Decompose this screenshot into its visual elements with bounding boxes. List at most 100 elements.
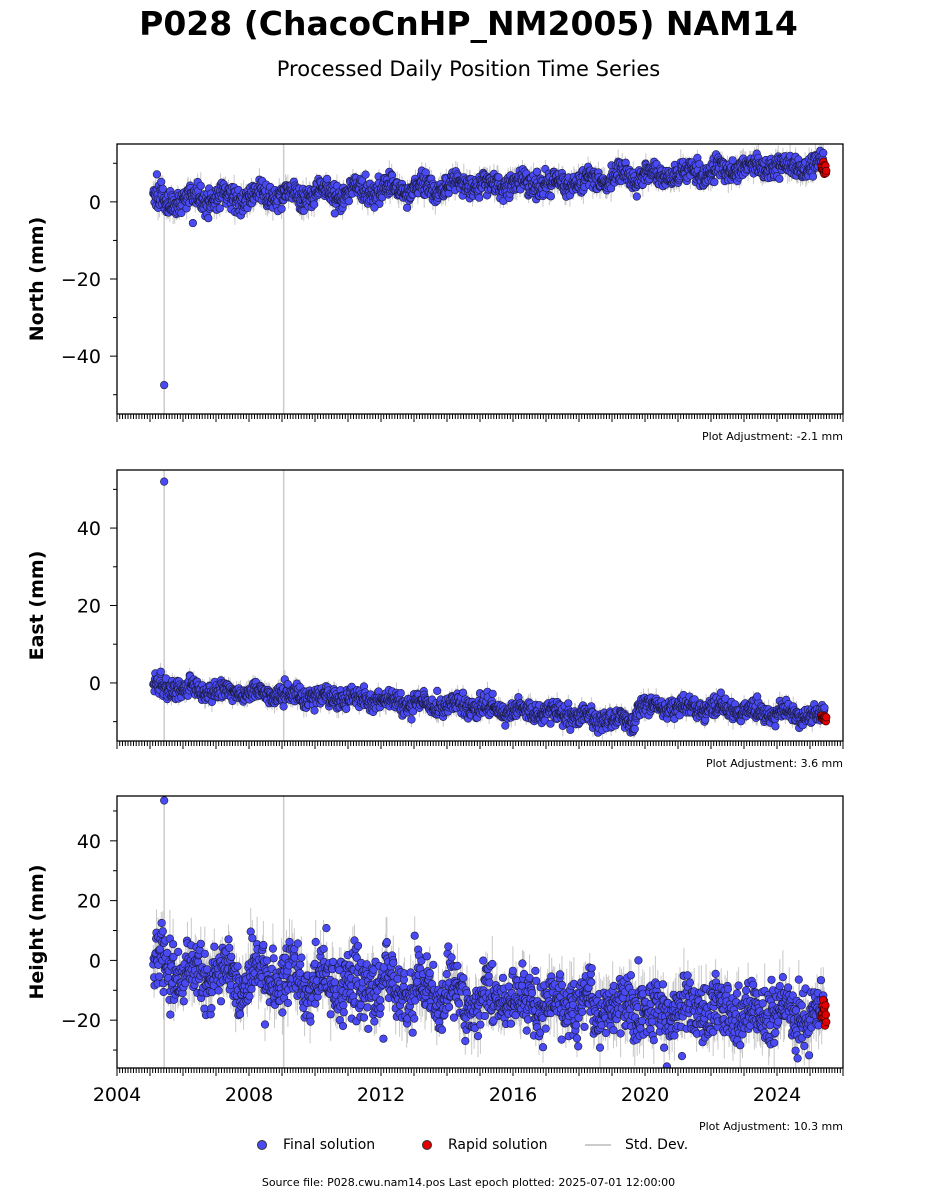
final-point	[522, 1026, 531, 1035]
final-point	[649, 1036, 658, 1045]
final-point	[259, 940, 268, 950]
final-point	[632, 192, 641, 201]
final-point	[408, 1028, 417, 1037]
final-point	[444, 942, 453, 951]
page-subtitle: Processed Daily Position Time Series	[276, 57, 661, 81]
final-point	[196, 939, 205, 948]
final-point	[326, 1010, 335, 1019]
final-point	[410, 1014, 419, 1023]
final-point	[159, 987, 168, 997]
final-point	[417, 956, 426, 966]
final-point	[283, 680, 293, 689]
final-point	[344, 197, 354, 206]
final-point	[453, 961, 462, 971]
final-point	[525, 973, 534, 983]
rapid-point	[822, 713, 831, 722]
final-point	[370, 1017, 379, 1026]
final-point	[685, 978, 695, 987]
final-point	[638, 989, 647, 998]
final-point	[278, 1008, 287, 1017]
final-point	[403, 203, 412, 212]
final-point	[433, 686, 442, 696]
final-point	[235, 1010, 245, 1019]
final-point	[342, 704, 351, 714]
final-point	[382, 937, 392, 947]
outlier-point	[160, 380, 169, 390]
final-point	[536, 1028, 545, 1037]
final-point	[363, 1003, 372, 1012]
final-point	[489, 1016, 498, 1025]
final-point	[169, 952, 178, 962]
final-point	[572, 1020, 581, 1030]
final-point	[268, 944, 278, 953]
final-point	[723, 984, 733, 994]
final-point	[531, 966, 540, 976]
final-point	[532, 976, 541, 985]
x-axis	[116, 741, 844, 749]
final-point	[196, 181, 205, 190]
y-tick-label: −40	[61, 346, 101, 368]
final-point	[475, 193, 484, 202]
final-point	[379, 1034, 388, 1043]
outlier-point	[188, 218, 197, 228]
final-point	[587, 978, 596, 987]
plot-adjustment-note: Plot Adjustment: -2.1 mm	[702, 430, 843, 443]
final-point	[335, 966, 344, 975]
final-point	[330, 978, 339, 987]
final-point	[557, 1035, 566, 1044]
final-point	[473, 1031, 483, 1041]
final-point	[322, 923, 331, 933]
final-point	[296, 960, 305, 969]
final-point	[156, 667, 165, 676]
final-point	[169, 940, 178, 949]
final-point	[527, 988, 537, 998]
final-point	[479, 956, 488, 965]
final-point	[158, 927, 167, 936]
final-point	[498, 973, 508, 982]
final-point	[297, 953, 306, 962]
outlier-point	[330, 209, 339, 218]
final-point	[425, 969, 434, 978]
final-point	[741, 986, 751, 995]
y-axis-label: North (mm)	[26, 217, 48, 342]
final-point	[546, 192, 556, 201]
final-point	[215, 204, 224, 213]
final-point	[461, 1036, 470, 1046]
y-tick-label: 40	[77, 518, 101, 540]
y-tick-label: 0	[89, 673, 101, 695]
final-point	[311, 937, 320, 947]
plot-area	[149, 796, 831, 1068]
final-point	[546, 719, 555, 728]
final-point	[214, 986, 223, 995]
y-tick-label: 0	[89, 192, 101, 214]
outlier-point	[753, 692, 762, 701]
final-point	[476, 1020, 485, 1029]
final-point	[293, 939, 302, 948]
final-point	[659, 1043, 669, 1052]
final-point	[574, 1042, 583, 1051]
final-point	[480, 1011, 489, 1021]
final-point	[630, 724, 639, 734]
outlier-point	[370, 203, 379, 212]
final-point	[429, 960, 438, 969]
final-point	[361, 170, 370, 179]
final-point	[224, 935, 233, 944]
final-point	[437, 1025, 447, 1034]
final-point	[422, 952, 432, 961]
final-point	[670, 1031, 679, 1040]
final-point	[166, 1010, 175, 1019]
x-axis	[116, 414, 844, 422]
page-title: P028 (ChacoCnHP_NM2005) NAM14	[139, 4, 798, 43]
y-tick-label: 20	[77, 596, 101, 618]
final-point	[247, 984, 256, 994]
final-point	[541, 1024, 550, 1033]
final-point	[820, 703, 829, 712]
final-point	[389, 958, 398, 967]
y-axis: 0−20−40	[61, 162, 117, 396]
final-point	[749, 980, 758, 989]
final-point	[771, 722, 780, 731]
final-point	[179, 997, 188, 1006]
final-point	[359, 1013, 369, 1022]
final-point	[245, 992, 254, 1001]
